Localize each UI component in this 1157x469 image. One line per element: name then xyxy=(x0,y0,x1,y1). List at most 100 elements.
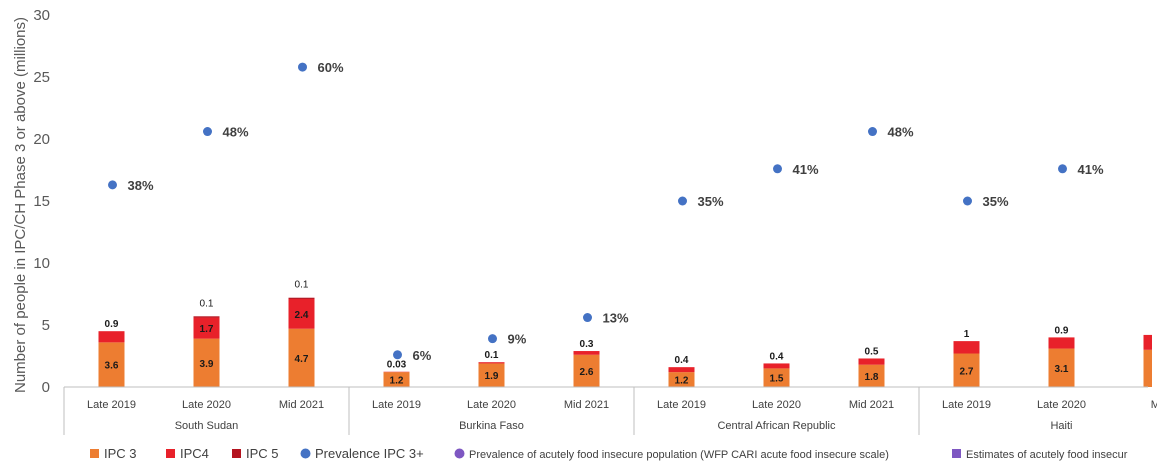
x-group-label: Burkina Faso xyxy=(459,420,524,432)
bar-value-label: 4.7 xyxy=(295,354,309,365)
x-group-label: Central African Republic xyxy=(717,420,836,432)
prevalence-point xyxy=(868,127,877,137)
bar-segment xyxy=(1143,349,1152,387)
bar-value-label: 1 xyxy=(964,329,970,340)
bar-value-label: 1.2 xyxy=(390,376,404,387)
x-group-label: South Sudan xyxy=(175,420,239,432)
bar-segment xyxy=(1143,334,1152,350)
bar-segment xyxy=(1048,348,1075,387)
bar-segment xyxy=(98,331,125,343)
bar-segment xyxy=(478,362,505,364)
bar-value-label: 1.7 xyxy=(200,324,214,335)
prevalence-label: 35% xyxy=(698,194,724,209)
legend-label: Estimates of acutely food insecur xyxy=(966,449,1128,461)
bar-value-label: 3.6 xyxy=(105,361,119,372)
prevalence-points: 38% 48% 60% 6% 9% 13% 35% 41% 48% 35% 41% xyxy=(108,60,1104,363)
bar-segment xyxy=(1048,337,1075,349)
legend-swatch xyxy=(952,449,961,458)
bar-segment xyxy=(763,363,790,369)
legend: IPC 3 IPC4 IPC 5 Prevalence IPC 3+ Prevalenc… xyxy=(90,446,1128,461)
prevalence-point xyxy=(108,180,117,190)
legend-label: IPC 5 xyxy=(246,446,279,461)
prevalence-point xyxy=(1058,164,1067,174)
prevalence-point xyxy=(963,196,972,206)
bar-segment xyxy=(858,364,885,387)
prevalence-label: 41% xyxy=(793,162,819,177)
bar-segment xyxy=(98,342,125,387)
bar-segment xyxy=(288,297,315,299)
bar-value-label: 0.1 xyxy=(295,280,309,291)
prevalence-label: 48% xyxy=(888,125,914,140)
bar-value-label: 0.4 xyxy=(770,351,784,362)
prevalence-label: 38% xyxy=(128,178,154,193)
bar-value-label: 2.6 xyxy=(580,367,594,378)
y-tick-label: 10 xyxy=(33,255,50,272)
bar-value-label: 2.7 xyxy=(960,366,974,377)
bar-segment xyxy=(288,298,315,329)
prevalence-point xyxy=(678,196,687,206)
x-tick-label: Late 2019 xyxy=(87,399,136,411)
x-tick-label: Mid 2021 xyxy=(279,399,324,411)
x-tick-label: Late 2019 xyxy=(657,399,706,411)
prevalence-label: 48% xyxy=(223,125,249,140)
y-tick-label: 30 xyxy=(33,7,50,24)
x-tick-label: Mid 2021 xyxy=(849,399,894,411)
prevalence-label: 6% xyxy=(413,348,432,363)
bar-value-label: 1.9 xyxy=(485,371,499,382)
bar-value-label: 0.03 xyxy=(387,360,407,371)
legend-swatch xyxy=(90,449,99,458)
prevalence-point xyxy=(203,127,212,137)
bar-value-label: 3.1 xyxy=(1055,364,1069,375)
x-tick-label: Late 2019 xyxy=(942,399,991,411)
bar-value-label: 0.9 xyxy=(1055,325,1069,336)
y-tick-label: 5 xyxy=(42,317,50,334)
legend-label: IPC4 xyxy=(180,446,209,461)
prevalence-point xyxy=(298,62,307,72)
x-tick-label: Mid 2021 xyxy=(564,399,609,411)
bar-value-label: 0.1 xyxy=(485,350,499,361)
prevalence-point xyxy=(773,164,782,174)
bars: 3.6 0.9 3.9 1.7 0.1 4.7 2.4 0.1 1.2 0.03 1.9 0.1 2.6… xyxy=(98,280,1152,387)
bar-segment xyxy=(763,368,790,387)
bar-segment xyxy=(478,363,505,387)
bar-value-label: 1.5 xyxy=(770,374,784,385)
bar-segment xyxy=(858,358,885,365)
prevalence-label: 9% xyxy=(508,332,527,347)
legend-swatch xyxy=(454,448,465,459)
x-tick-label: Mi xyxy=(1151,399,1157,411)
bar-value-label: 1.2 xyxy=(675,376,689,387)
y-tick-label: 15 xyxy=(33,193,50,210)
bar-segment xyxy=(953,353,980,387)
y-tick-label: 0 xyxy=(42,379,50,396)
y-tick-label: 25 xyxy=(33,69,50,86)
x-axis: Late 2019 Late 2020 Mid 2021 Late 2019 Late … xyxy=(63,386,1157,435)
legend-label: IPC 3 xyxy=(104,446,137,461)
legend-label: Prevalence of acutely food insecure popu… xyxy=(469,449,889,461)
bar-value-label: 0.4 xyxy=(675,355,689,366)
x-tick-label: Late 2019 xyxy=(372,399,421,411)
y-axis-label: Number of people in IPC/CH Phase 3 or ab… xyxy=(12,17,29,393)
bar-value-label: 3.9 xyxy=(200,359,214,370)
bar-segment xyxy=(668,367,695,373)
legend-label: Prevalence IPC 3+ xyxy=(315,446,424,461)
bar-segment xyxy=(573,354,600,387)
bar-value-label: 0.5 xyxy=(865,346,879,357)
x-tick-label: Late 2020 xyxy=(1037,399,1086,411)
bar-segment xyxy=(668,372,695,387)
bar-segment xyxy=(193,338,220,387)
prevalence-point xyxy=(488,334,497,344)
bar-segment xyxy=(288,328,315,387)
y-axis-ticks: 0 5 10 15 20 25 30 xyxy=(33,7,50,396)
x-tick-label: Late 2020 xyxy=(467,399,516,411)
bar-segment xyxy=(383,372,410,387)
bar-value-label: 0.9 xyxy=(105,319,119,330)
prevalence-label: 60% xyxy=(318,60,344,75)
y-tick-label: 20 xyxy=(33,131,50,148)
x-tick-label: Late 2020 xyxy=(182,399,231,411)
prevalence-point xyxy=(583,313,592,323)
bar-value-label: 0.1 xyxy=(200,298,214,309)
x-tick-label: Late 2020 xyxy=(752,399,801,411)
prevalence-point xyxy=(393,350,402,360)
legend-swatch xyxy=(300,448,311,459)
